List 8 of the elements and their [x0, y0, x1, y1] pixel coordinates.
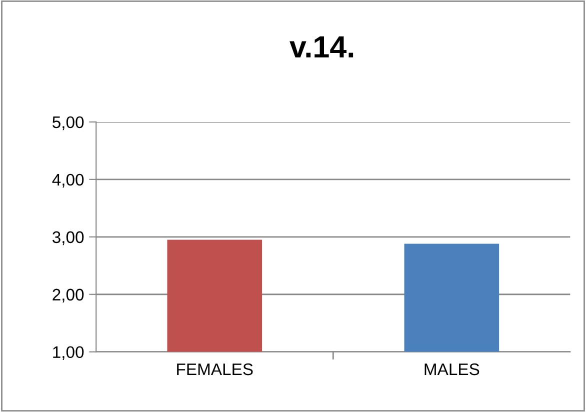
y-tick-label: 4,00	[52, 174, 84, 188]
y-tick-label: 3,00	[52, 231, 84, 246]
y-tick-label: 1,00	[53, 346, 84, 360]
x-tick-label: FEMALES	[177, 363, 253, 376]
x-tick-label: MALES	[424, 363, 480, 376]
chart-title: v.14.	[290, 36, 354, 58]
y-tick-label: 5,00	[52, 116, 84, 130]
y-tick-label: 2,00	[52, 288, 84, 303]
